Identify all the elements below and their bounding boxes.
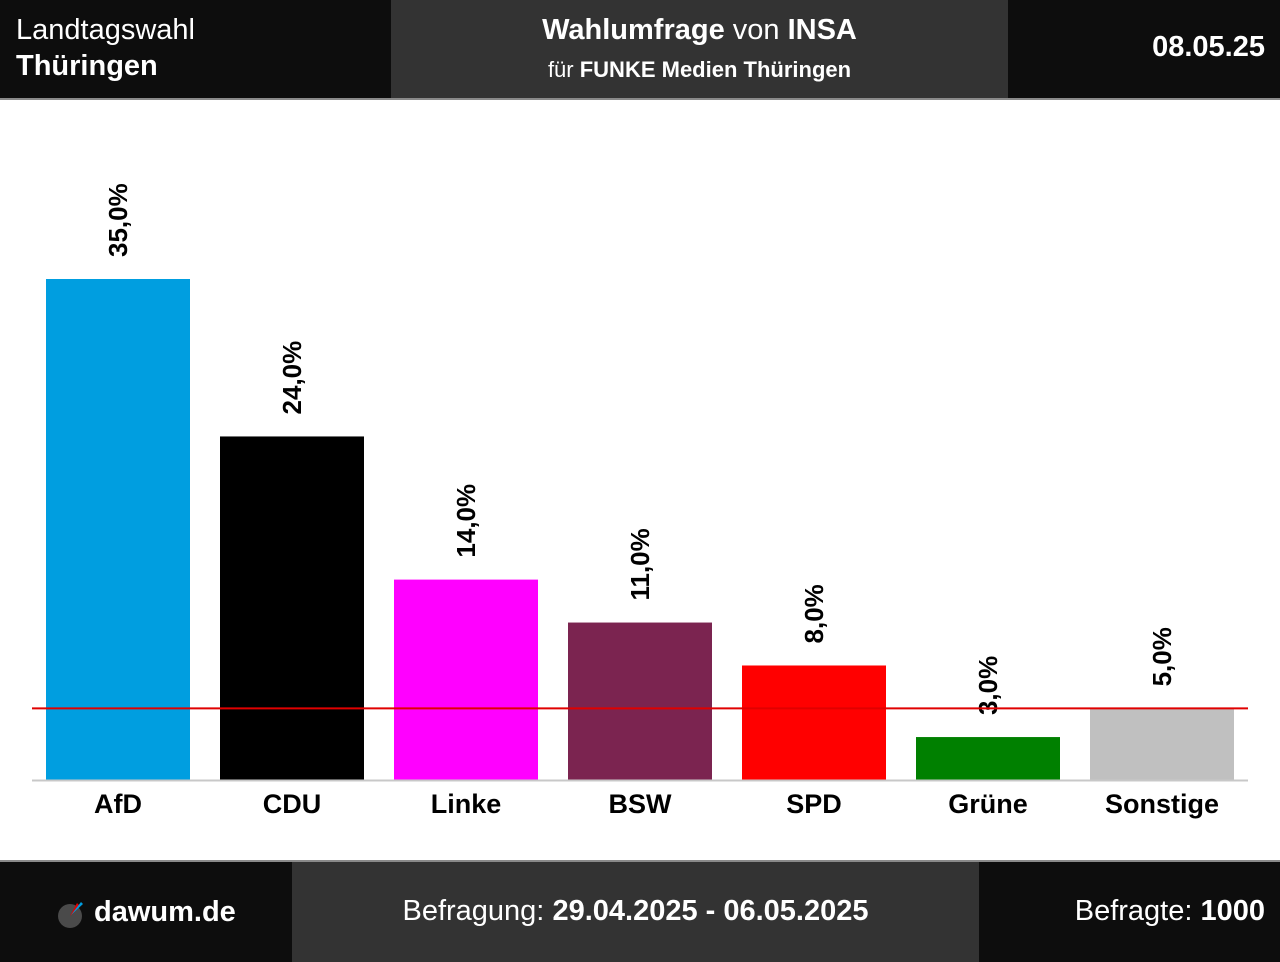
bar-spd <box>742 665 886 780</box>
value-label-sonstige: 5,0% <box>1147 627 1177 686</box>
category-label-cdu: CDU <box>263 789 322 819</box>
date-block: 08.05.25 <box>1008 0 1280 98</box>
poll-title-block: Wahlumfrage von INSA für FUNKE Medien Th… <box>391 0 1008 98</box>
category-label-bsw: BSW <box>609 789 673 819</box>
logo-text[interactable]: dawum.de <box>94 896 236 928</box>
value-label-grüne: 3,0% <box>973 656 1003 715</box>
pollster-name: INSA <box>787 14 857 46</box>
survey-period-label: Befragung: <box>402 895 553 927</box>
bar-sonstige <box>1090 708 1234 780</box>
category-label-linke: Linke <box>431 789 502 819</box>
bar-bsw <box>568 622 712 780</box>
bar-chart: 35,0% AfD 24,0% CDU 14,0% Linke 11,0% BSW 8,0% SP… <box>32 183 1248 819</box>
value-label-cdu: 24,0% <box>277 341 307 415</box>
election-info: Landtagswahl Thüringen <box>0 0 391 98</box>
footer: dawum.de Befragung: 29.04.2025 - 06.05.2… <box>0 860 1280 962</box>
respondents-label: Befragte: <box>1074 895 1201 927</box>
election-state: Thüringen <box>16 50 158 82</box>
poll-title-connector: von <box>724 14 788 46</box>
respondents: Befragte: 1000 <box>1075 895 1265 928</box>
poll-title: Wahlumfrage von INSA <box>391 14 1008 47</box>
election-type: Landtagswahl <box>16 14 195 46</box>
category-label-spd: SPD <box>786 789 842 819</box>
poll-subtitle-prefix: für <box>547 57 580 82</box>
category-label-grüne: Grüne <box>948 789 1028 819</box>
respondents-block: Befragte: 1000 <box>979 862 1280 962</box>
bar-grüne <box>916 737 1060 780</box>
client-name: FUNKE Medien Thüringen <box>579 57 852 82</box>
survey-period: Befragung: 29.04.2025 - 06.05.2025 <box>292 895 979 928</box>
value-label-afd: 35,0% <box>103 183 133 257</box>
survey-period-block: Befragung: 29.04.2025 - 06.05.2025 <box>292 862 979 962</box>
logo-block[interactable]: dawum.de <box>0 862 292 962</box>
survey-period-value: 29.04.2025 - 06.05.2025 <box>552 895 869 927</box>
bar-afd <box>46 279 190 780</box>
bar-linke <box>394 579 538 780</box>
publish-date: 08.05.25 <box>1152 31 1265 63</box>
value-label-bsw: 11,0% <box>625 528 655 600</box>
value-label-linke: 14,0% <box>451 484 481 558</box>
respondents-value: 1000 <box>1200 895 1265 927</box>
bar-cdu <box>220 436 364 780</box>
category-label-sonstige: Sonstige <box>1105 789 1219 819</box>
poll-title-word: Wahlumfrage <box>542 14 725 46</box>
category-label-afd: AfD <box>94 789 142 819</box>
poll-subtitle: für FUNKE Medien Thüringen <box>391 57 1008 83</box>
value-label-spd: 8,0% <box>799 584 829 643</box>
header: Landtagswahl Thüringen Wahlumfrage von I… <box>0 0 1280 100</box>
dawum-logo-icon <box>58 902 83 928</box>
